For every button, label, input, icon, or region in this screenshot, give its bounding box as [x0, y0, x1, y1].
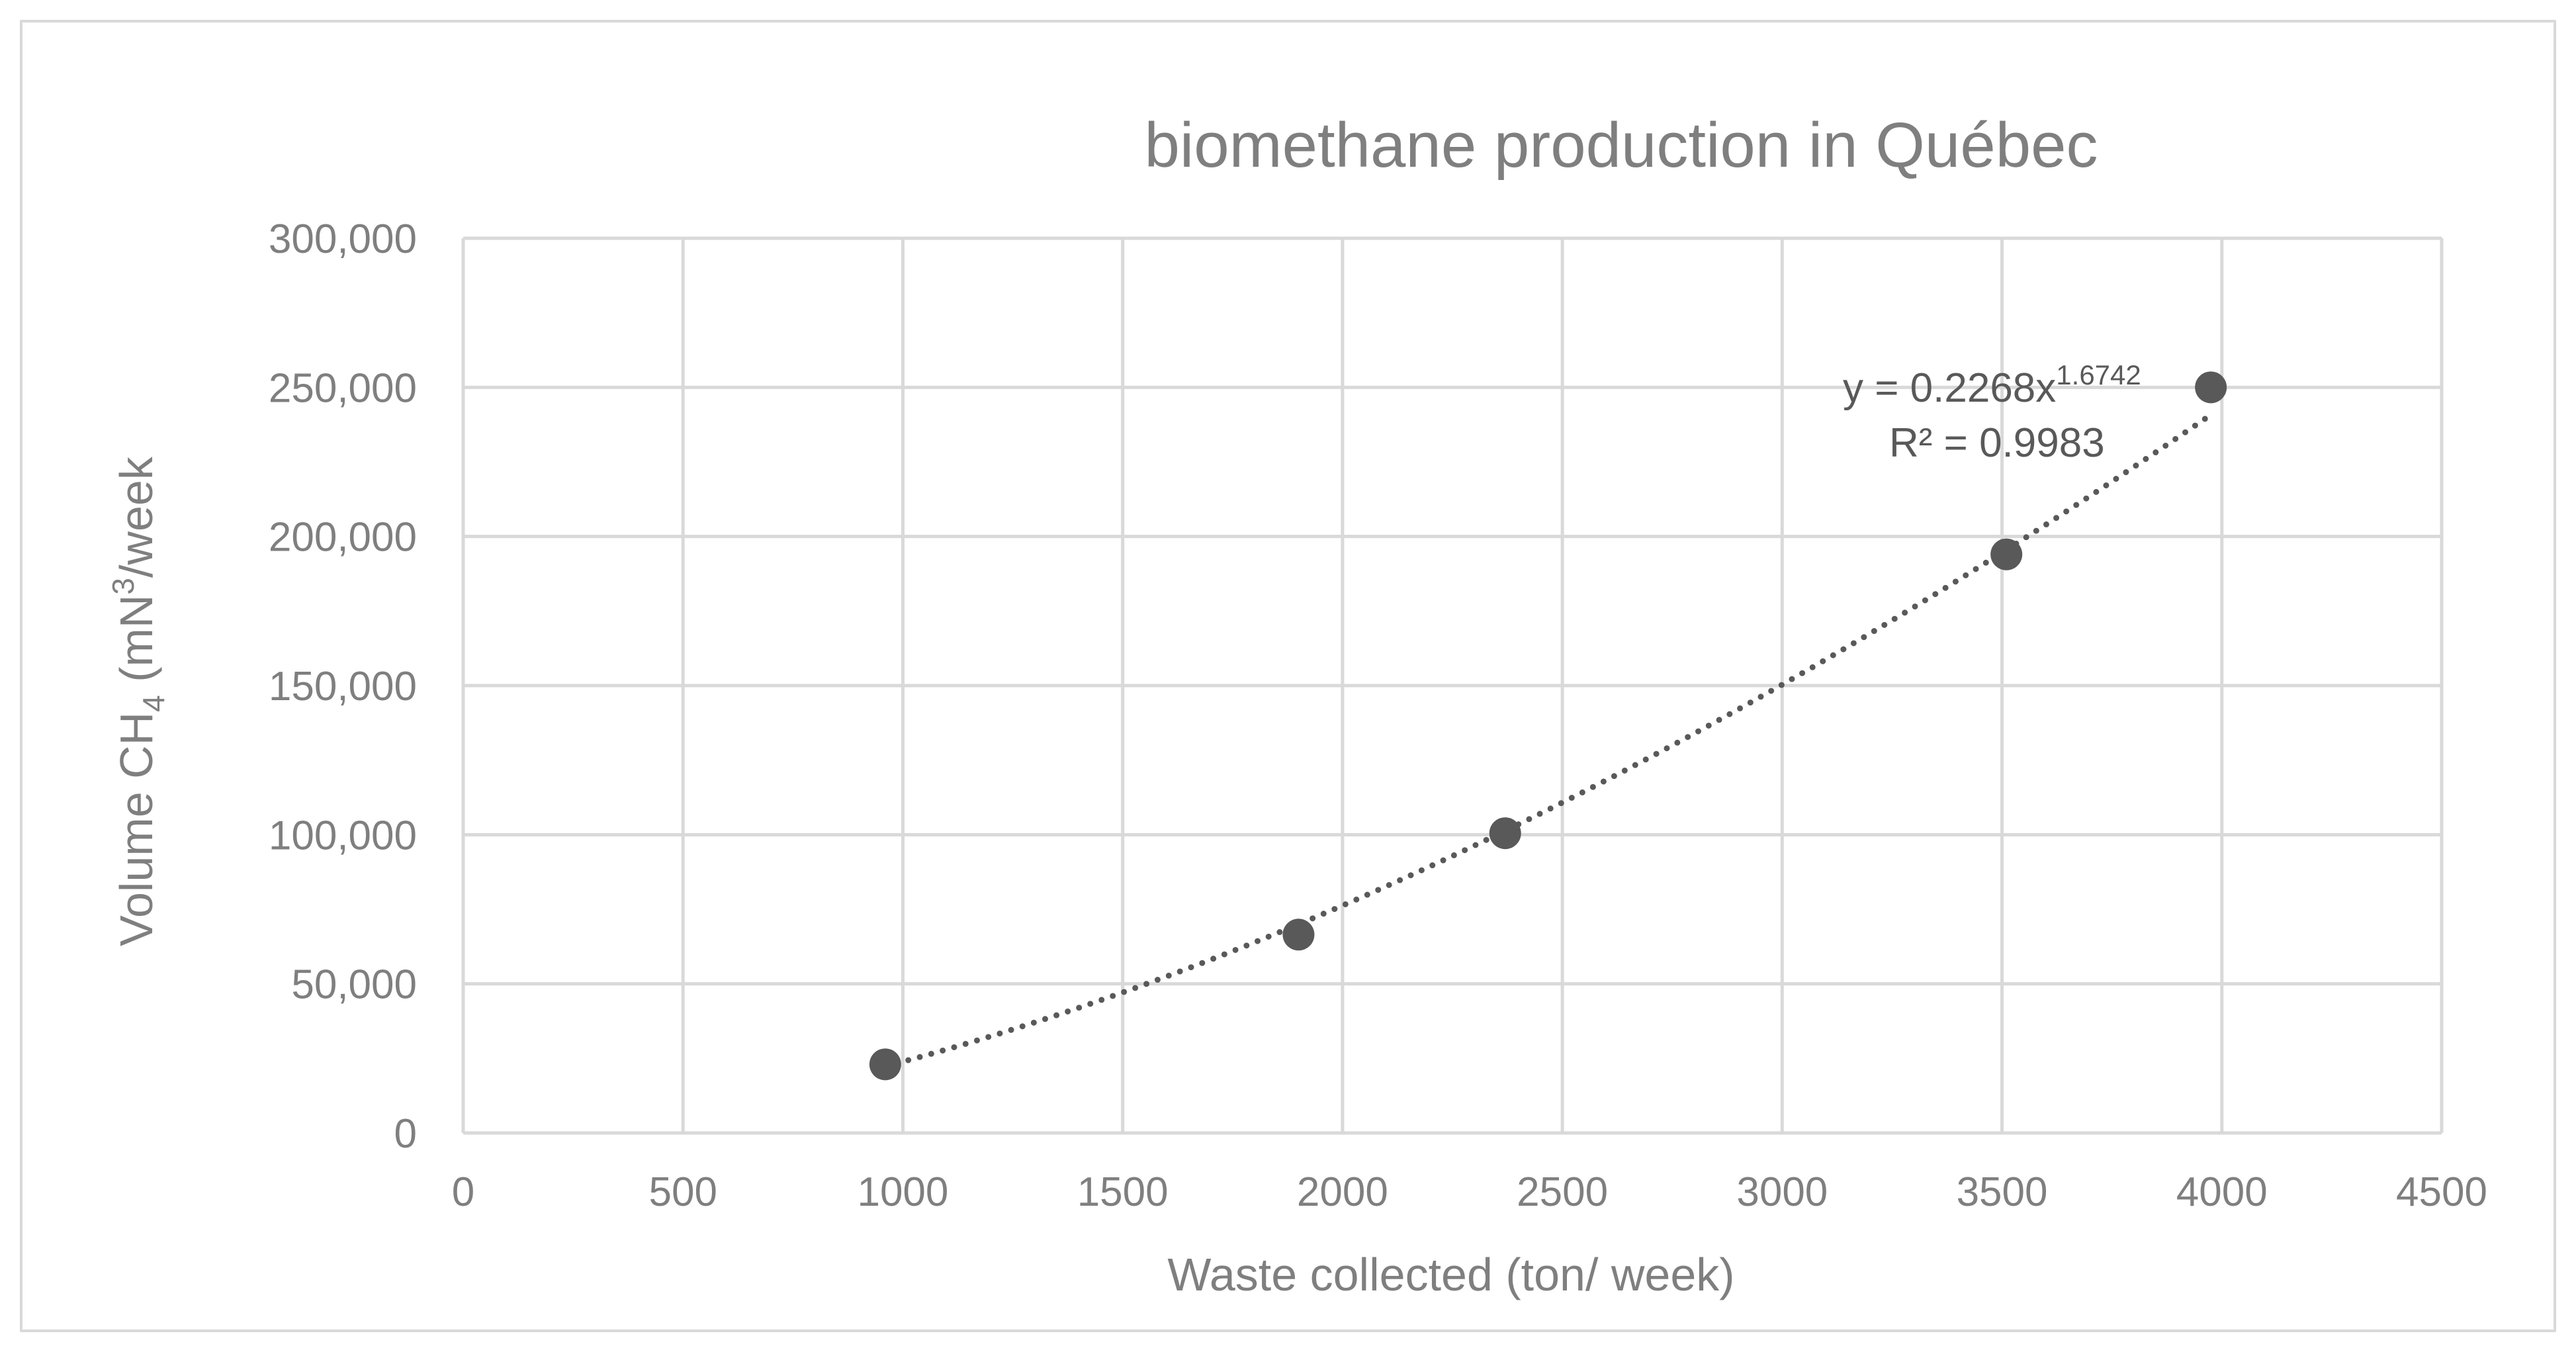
gridlines — [461, 236, 2444, 1135]
y-tick-label: 250,000 — [269, 365, 417, 411]
x-tick-label: 2000 — [1297, 1169, 1388, 1215]
trendline-equation-prefix: y = 0.2268x — [1843, 365, 2056, 411]
chart-title: biomethane production in Québec — [1145, 110, 2098, 181]
x-tick-label: 3500 — [1957, 1169, 2048, 1215]
trendline-r-squared: R² = 0.9983 — [1889, 420, 2105, 466]
y-tick-labels: 0 50,000 100,000 150,000 200,000 250,000 300,0… — [269, 216, 417, 1157]
y-tick-label: 50,000 — [291, 962, 417, 1008]
y-axis-title-suffix: /week — [111, 456, 162, 578]
y-axis-title: Volume CH4 (mN3/week — [106, 456, 171, 946]
x-tick-label: 1500 — [1077, 1169, 1169, 1215]
y-axis-title-middle: (mN — [111, 595, 162, 696]
data-point — [2195, 371, 2227, 404]
power-trendline — [882, 412, 2214, 1069]
y-axis-title-superscript: 3 — [106, 578, 140, 595]
y-tick-label: 300,000 — [269, 216, 417, 262]
x-tick-label: 4500 — [2396, 1169, 2487, 1215]
data-points — [869, 371, 2227, 1081]
y-tick-label: 100,000 — [269, 813, 417, 858]
x-tick-label: 3000 — [1736, 1169, 1828, 1215]
x-tick-label: 1000 — [857, 1169, 948, 1215]
data-point — [1990, 538, 2023, 570]
data-point — [1282, 919, 1315, 951]
y-tick-label: 200,000 — [269, 515, 417, 561]
x-tick-label: 2500 — [1517, 1169, 1608, 1215]
y-axis-title-subscript: 4 — [136, 695, 171, 712]
data-point — [1489, 817, 1521, 850]
y-tick-label: 150,000 — [269, 664, 417, 709]
x-axis-title: Waste collected (ton/ week) — [1167, 1249, 1734, 1300]
trendline-equation: y = 0.2268x1.6742 — [1843, 359, 2141, 411]
x-tick-label: 4000 — [2176, 1169, 2268, 1215]
y-tick-label: 0 — [394, 1111, 417, 1157]
x-tick-labels: 0 500 1000 1500 2000 2500 3000 3500 4000 4500 — [452, 1169, 2487, 1215]
data-point — [869, 1048, 901, 1081]
y-axis-title-prefix: Volume CH — [111, 712, 162, 946]
trendline-equation-exponent: 1.6742 — [2056, 359, 2141, 390]
x-tick-label: 500 — [648, 1169, 717, 1215]
x-tick-label: 0 — [452, 1169, 474, 1215]
